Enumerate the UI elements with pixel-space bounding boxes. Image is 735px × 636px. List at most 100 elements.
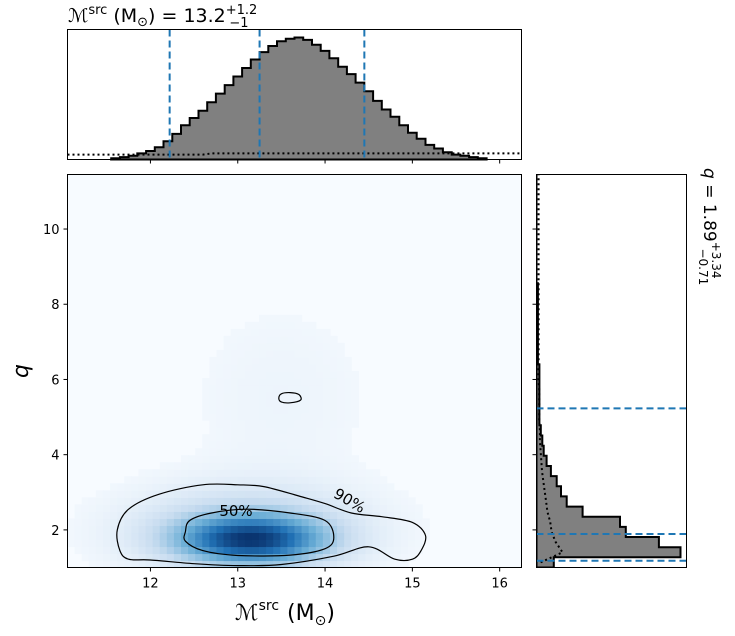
heatmap-cell <box>301 371 310 379</box>
marginal-y-ticks <box>532 228 537 531</box>
heatmap-cell <box>322 462 331 470</box>
heatmap-cell <box>358 539 367 548</box>
heatmap-cell <box>322 448 331 456</box>
my-title-plus: +3.34 <box>709 242 723 279</box>
heatmap-cell <box>266 328 274 337</box>
heatmap-cell <box>216 434 225 442</box>
heatmap-cell <box>223 469 232 477</box>
heatmap-cell <box>294 328 303 337</box>
heatmap-cell <box>166 462 175 470</box>
heatmap-cell <box>209 476 218 484</box>
heatmap-cell <box>173 483 182 491</box>
heatmap-cell <box>216 546 225 555</box>
heatmap-cell <box>266 462 274 470</box>
heatmap-cell <box>386 511 395 519</box>
heatmap-cell <box>131 539 140 548</box>
heatmap-cell <box>102 553 111 562</box>
heatmap-cell <box>301 560 310 569</box>
heatmap-cell <box>230 392 239 400</box>
heatmap-cell <box>195 448 203 456</box>
heatmap-cell <box>102 539 111 548</box>
heatmap-cell <box>344 413 352 421</box>
heatmap-cell <box>209 462 218 470</box>
heatmap-cell <box>322 469 331 477</box>
heatmap-cell <box>166 483 175 491</box>
heatmap-cell <box>88 539 97 548</box>
heatmap-cell <box>308 363 317 372</box>
heatmap-cell <box>95 532 104 541</box>
heatmap-cell <box>251 483 260 491</box>
heatmap-cell <box>294 483 303 491</box>
heatmap-cell <box>301 525 310 534</box>
heatmap-cell <box>202 385 210 393</box>
heatmap-cell <box>202 546 210 555</box>
heatmap-cell <box>322 413 331 421</box>
heatmap-cell <box>202 441 210 449</box>
heatmap-cell <box>216 371 225 379</box>
heatmap-cell <box>308 532 317 541</box>
heatmap-cell <box>209 539 218 548</box>
contour-line-50 <box>183 508 335 557</box>
heatmap-cell <box>117 539 125 548</box>
heatmap-cell <box>351 476 359 484</box>
heatmap-cell <box>315 399 324 407</box>
heatmap-cell <box>337 483 345 491</box>
heatmap-cell <box>337 392 345 400</box>
heatmap-cell <box>266 511 274 519</box>
heatmap-cell <box>351 371 359 379</box>
heatmap-cell <box>322 532 331 541</box>
heatmap-cell <box>273 399 281 407</box>
heatmap-cell <box>337 504 345 512</box>
heatmap-cell <box>266 314 274 323</box>
heatmap-cell <box>344 356 352 365</box>
heatmap-cell <box>287 441 296 449</box>
heatmap-cell <box>329 413 338 421</box>
heatmap-cell <box>259 490 267 498</box>
heatmap-cell <box>400 490 409 498</box>
heatmap-cell <box>308 434 317 442</box>
heatmap-cell <box>358 518 367 526</box>
heatmap-cell <box>173 532 182 541</box>
heatmap-cell <box>301 328 310 337</box>
heatmap-cell <box>181 525 189 534</box>
heatmap-cell <box>110 560 118 569</box>
heatmap-cell <box>95 539 104 548</box>
heatmap-cell <box>102 546 111 555</box>
heatmap-cell <box>329 363 338 372</box>
heatmap-cell <box>386 483 395 491</box>
heatmap-cell <box>216 497 225 505</box>
heatmap-cell <box>216 539 225 548</box>
heatmap-cell <box>209 511 218 519</box>
heatmap-cell <box>400 525 409 534</box>
heatmap-cell <box>351 497 359 505</box>
heatmap-cell <box>287 321 296 330</box>
heatmap-cell <box>102 518 111 526</box>
heatmap-cell <box>251 553 260 562</box>
heatmap-cell <box>251 504 260 512</box>
heatmap-cell <box>301 406 310 414</box>
heatmap-cell <box>337 525 345 534</box>
heatmap-cell <box>315 356 324 365</box>
heatmap-cell <box>365 469 374 477</box>
mx-title-minus: −1 <box>229 16 248 31</box>
heatmap-cell <box>287 518 296 526</box>
heatmap-cell <box>344 427 352 435</box>
heatmap-cell <box>337 455 345 463</box>
heatmap-cell <box>173 511 182 519</box>
heatmap-cell <box>145 511 154 519</box>
heatmap-cell <box>351 518 359 526</box>
heatmap-cell <box>74 532 83 541</box>
heatmap-cell <box>223 525 232 534</box>
heatmap-cell <box>379 511 388 519</box>
heatmap-cell <box>273 525 281 534</box>
heatmap-cell <box>280 490 289 498</box>
heatmap-cell <box>266 392 274 400</box>
heatmap-cell <box>223 532 232 541</box>
heatmap-cell <box>386 546 395 555</box>
heatmap-cell <box>294 363 303 372</box>
heatmap-cell <box>351 462 359 470</box>
heatmap-cell <box>88 504 97 512</box>
heatmap-cell <box>322 511 331 519</box>
heatmap-cell <box>301 363 310 372</box>
heatmap-cell <box>400 560 409 569</box>
